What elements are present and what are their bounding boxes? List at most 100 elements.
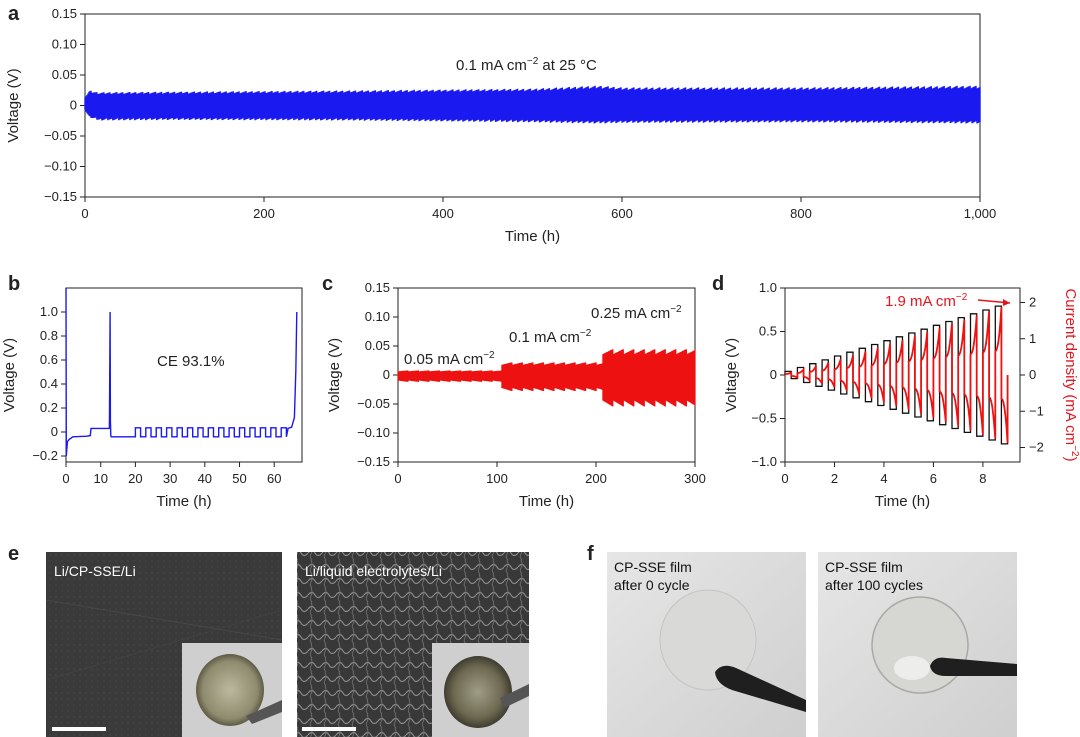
panel-d-arrowhead [1003,299,1010,306]
tweezers [715,665,806,712]
panel-c-annotation-3: 0.25 mA cm−2 [591,304,682,322]
panel-f-label: f [587,543,594,565]
x-tick-label: 30 [163,471,177,486]
y-tick-label: 0 [70,98,77,113]
panel-a-label: a [8,3,20,25]
y-tick-label: 0.4 [40,376,58,391]
x-tick-label: 8 [979,471,986,486]
plot-frame [65,287,303,463]
scale-bar [52,727,106,731]
panel-d-label: d [712,273,724,295]
x-tick-label: 50 [232,471,246,486]
panel-f-right-caption-2: after 100 cycles [825,577,923,593]
panel-f-right-caption-1: CP-SSE film [825,559,903,575]
y-tick-label: 0.15 [52,6,77,21]
y-tick-label: −0.10 [44,159,77,174]
y-tick-label: −1.0 [751,454,777,469]
panel-e-right-caption: Li/liquid electrolytes/Li [305,563,442,579]
y-tick-label: −0.15 [357,454,390,469]
series-voltage [784,307,1009,443]
x-axis-label: Time (h) [505,228,560,245]
y-tick-label: −0.15 [44,189,77,204]
panel-d-plot: 0 2 4 6 8 −1.0 −0.5 0 0.5 1.0 Time (h) Voltage (V) −… [723,280,1080,510]
y-axis-label: Voltage (V) [326,338,343,412]
y-tick-label: 0 [770,367,777,382]
x-tick-label: 20 [128,471,142,486]
panel-a-annotation: 0.1 mA cm−2 at 25 °C [456,56,597,74]
y2-tick-label: −1 [1029,403,1044,418]
x-tick-label: 300 [684,471,706,486]
scale-bar-2 [302,727,356,731]
y-tick-label: 0.10 [52,37,77,52]
series-voltage-trace [84,85,981,124]
x-tick-label: 6 [930,471,937,486]
x-tick-label: 0 [62,471,69,486]
panel-e-left-image [45,552,283,737]
y-tick-label: −0.05 [44,128,77,143]
y2-tick-label: 0 [1029,367,1036,382]
y2-tick-label: 1 [1029,331,1036,346]
x-tick-label: 2 [831,471,838,486]
series-voltage-trace [65,287,298,457]
panel-e-right-image [297,552,529,737]
y-tick-label: 0.05 [52,67,77,82]
y-tick-label: 0.5 [759,324,777,339]
x-axis-label: Time (h) [875,493,930,510]
y-axis-label: Voltage (V) [5,68,22,142]
x-tick-label: 0 [81,206,88,221]
y-tick-label: 0 [51,424,58,439]
x-tick-label: 10 [93,471,107,486]
x-tick-label: 1,000 [964,206,997,221]
panel-b-annotation: CE 93.1% [157,353,225,370]
panel-d-annotation: 1.9 mA cm−2 [885,292,968,310]
series-voltage-trace [397,349,696,407]
y-tick-label: −0.10 [357,425,390,440]
panel-b-plot: 0 10 20 30 40 50 60 −0.2 0 0.2 0.4 0.6 0.8 1.0 Time (h… [1,287,303,510]
x-tick-label: 200 [253,206,275,221]
li-disk-photo [196,654,264,726]
y-tick-label: 0 [383,367,390,382]
x-tick-label: 60 [267,471,281,486]
panel-f-left-caption-2: after 0 cycle [614,577,690,593]
x-axis-label: Time (h) [519,493,574,510]
y-axis-label: Voltage (V) [723,338,740,412]
x-axis-label: Time (h) [156,493,211,510]
x-tick-label: 40 [198,471,212,486]
panel-c-plot: 0 100 200 300 −0.15 −0.10 −0.05 0 0.05 0.10 0.15 Ti… [326,280,706,510]
y2-tick-label: 2 [1029,295,1036,310]
y-tick-label: −0.05 [357,396,390,411]
panel-b-label: b [8,273,20,295]
x-tick-label: 0 [781,471,788,486]
x-tick-label: 4 [880,471,887,486]
y2-axis-label: Current density (mA cm−2) [1062,288,1080,461]
panel-c-annotation-1: 0.05 mA cm−2 [404,350,495,368]
panel-c-annotation-2: 0.1 mA cm−2 [509,328,592,346]
y-tick-label: 0.10 [365,309,390,324]
y-tick-label: 0.2 [40,400,58,415]
x-tick-label: 100 [486,471,508,486]
panel-a-plot: 0 200 400 600 800 1,000 −0.15 −0.10 −0.05 0 0.05 0.… [5,6,996,245]
li-disk-photo-2 [444,656,512,728]
panel-e-label: e [8,543,19,565]
y-tick-label: 0.15 [365,280,390,295]
panel-e-left-caption: Li/CP-SSE/Li [54,563,136,579]
y-tick-label: 1.0 [759,280,777,295]
x-tick-label: 400 [432,206,454,221]
y-tick-label: 1.0 [40,304,58,319]
x-tick-label: 800 [790,206,812,221]
panel-f-left-caption-1: CP-SSE film [614,559,692,575]
y-tick-label: 0.8 [40,328,58,343]
x-tick-label: 0 [394,471,401,486]
x-tick-label: 200 [585,471,607,486]
panel-f-right-image [818,552,1017,737]
y-tick-label: −0.5 [751,411,777,426]
y2-tick-label: −2 [1029,440,1044,455]
y-tick-label: 0.05 [365,338,390,353]
tweezers-2 [930,657,1017,676]
y-tick-label: 0.6 [40,352,58,367]
panel-f-left-image [607,552,806,737]
y-tick-label: −0.2 [32,448,58,463]
panel-c-label: c [322,273,333,295]
x-tick-label: 600 [611,206,633,221]
